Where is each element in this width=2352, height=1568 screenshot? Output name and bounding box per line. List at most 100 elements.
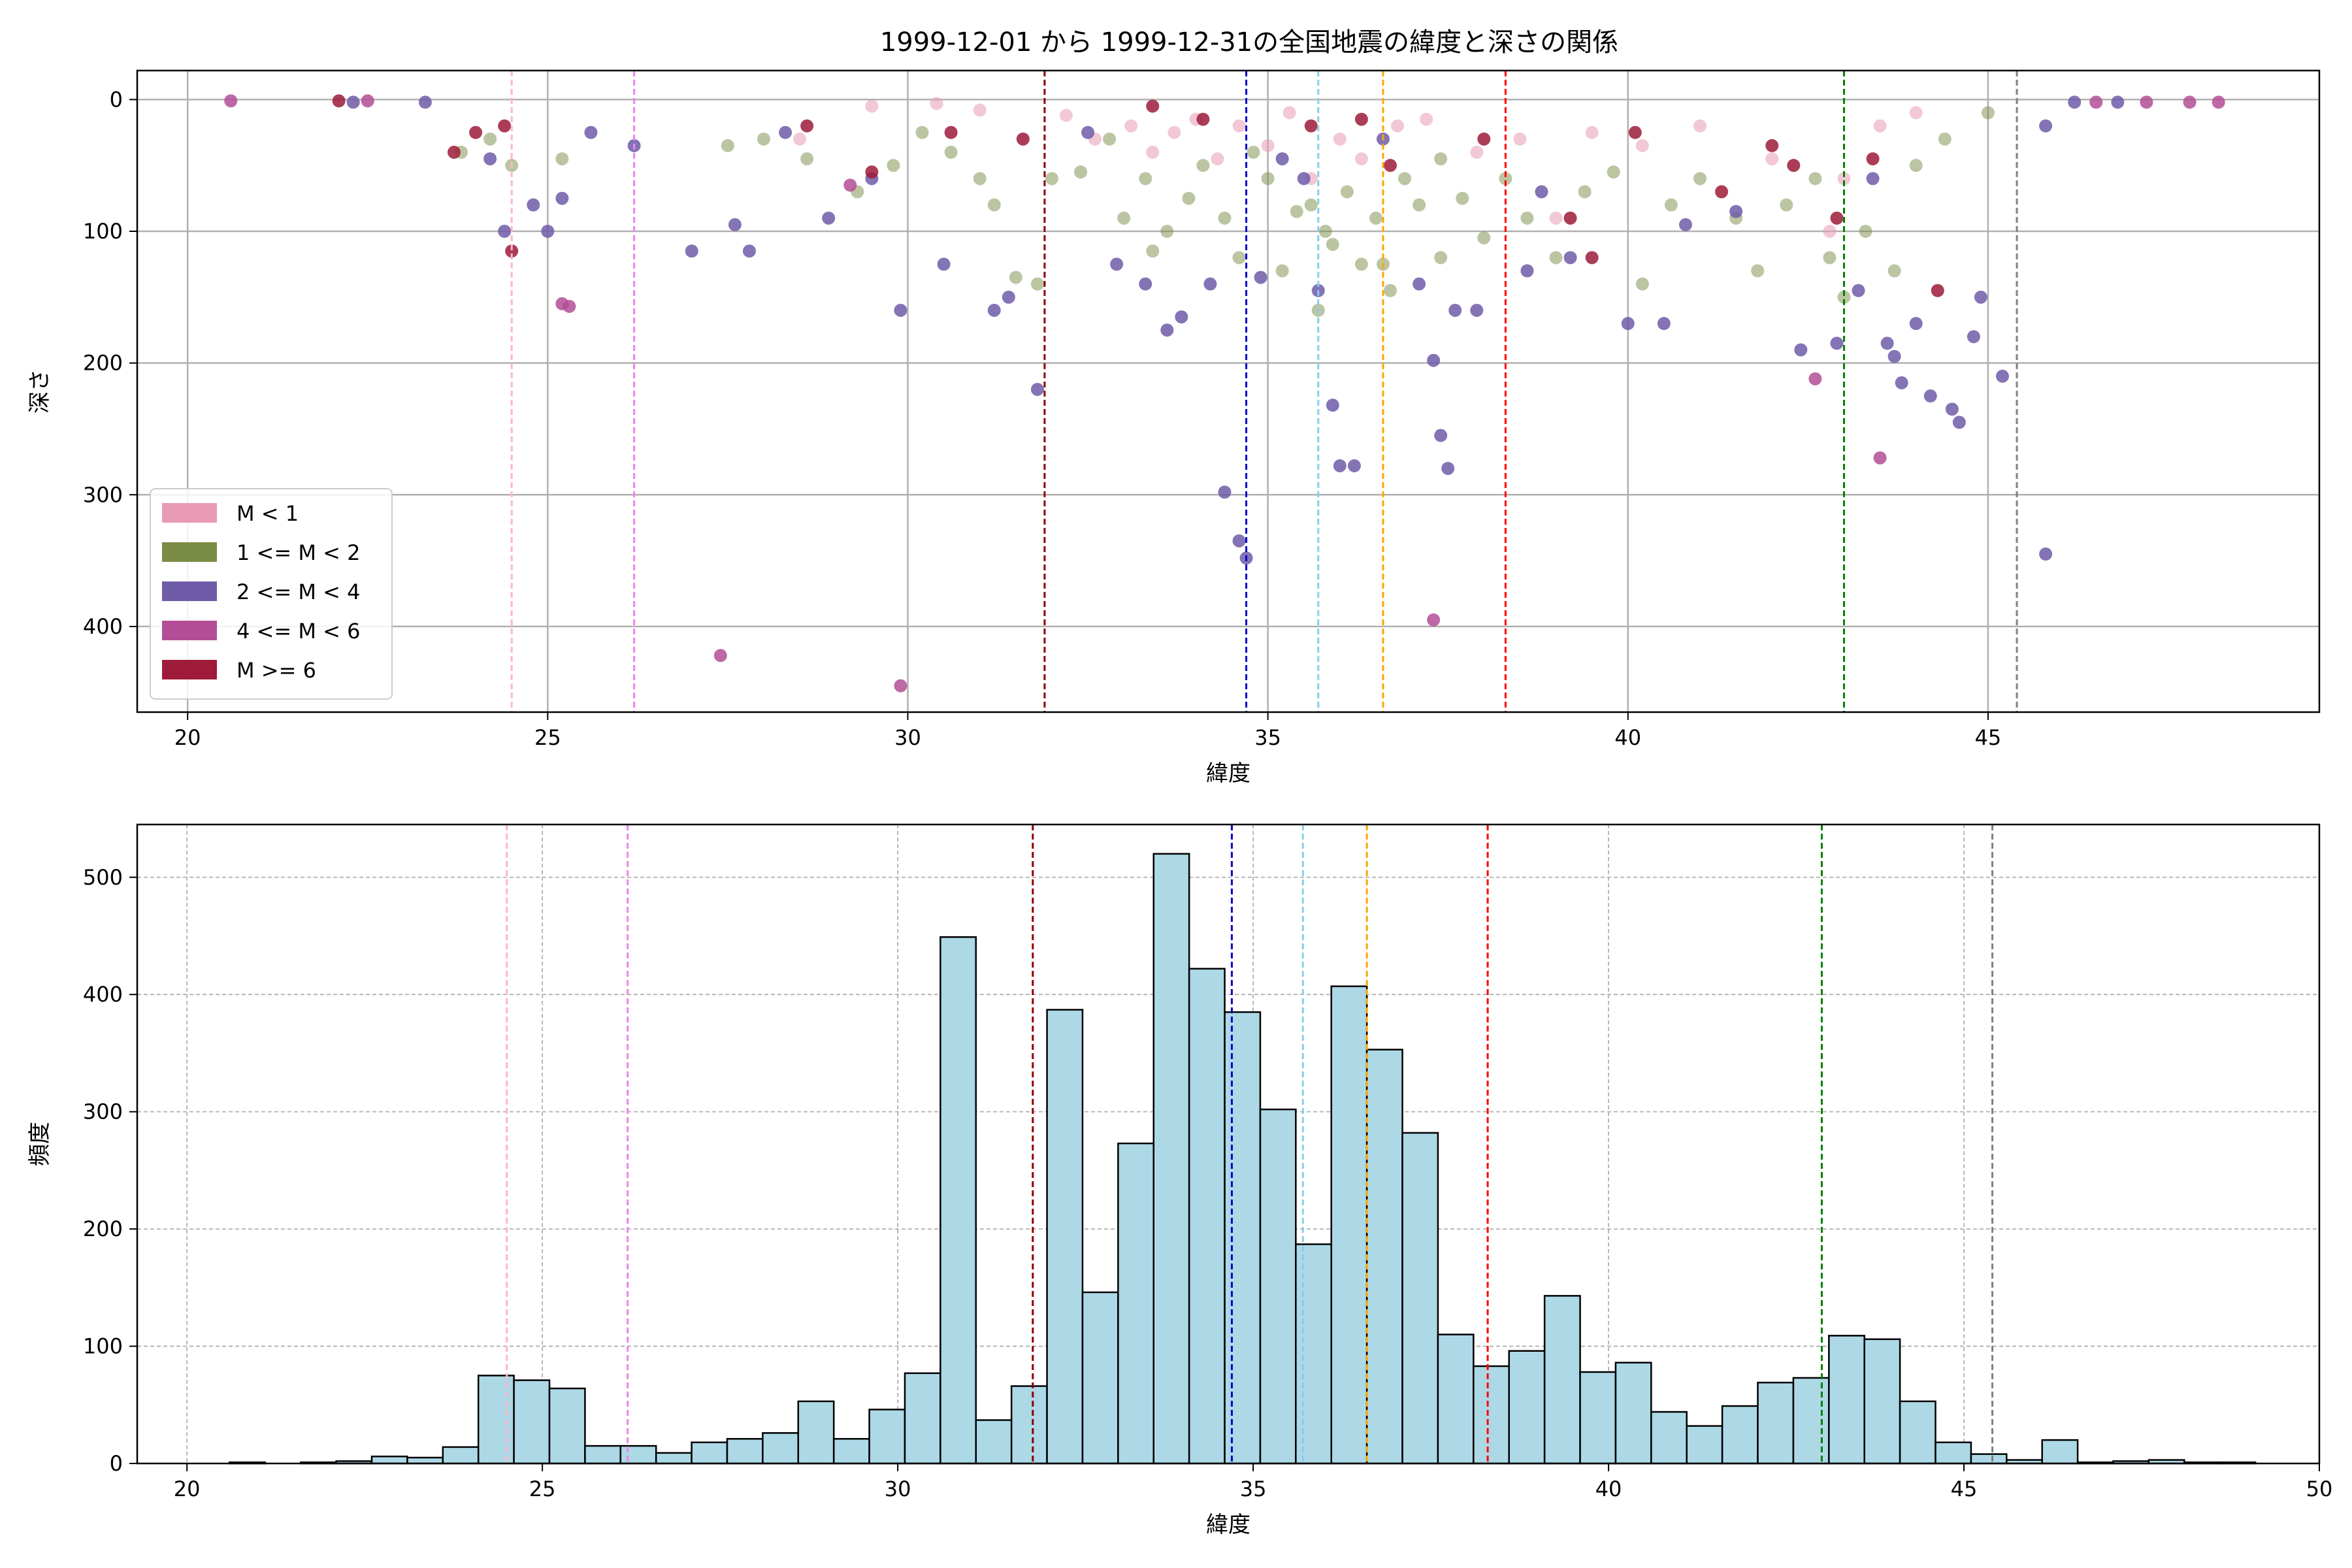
scatter-point bbox=[1657, 317, 1671, 331]
scatter-x-tick-label: 25 bbox=[534, 725, 561, 750]
scatter-point bbox=[887, 159, 900, 172]
scatter-point bbox=[1628, 125, 1642, 139]
scatter-point bbox=[1823, 225, 1837, 238]
histogram-x-tick-label: 30 bbox=[885, 1477, 911, 1501]
scatter-point bbox=[1887, 264, 1901, 278]
scatter-point bbox=[930, 97, 943, 110]
scatter-point bbox=[822, 211, 836, 225]
scatter-point bbox=[1326, 399, 1339, 412]
scatter-point bbox=[894, 303, 907, 317]
scatter-point bbox=[1923, 389, 1937, 403]
scatter-point bbox=[1621, 317, 1635, 331]
scatter-point bbox=[1117, 211, 1131, 225]
scatter-y-tick-label: 300 bbox=[83, 482, 123, 507]
scatter-point bbox=[1340, 185, 1354, 199]
scatter-point bbox=[987, 303, 1001, 317]
scatter-point bbox=[1369, 211, 1382, 225]
histogram-bar bbox=[1046, 1009, 1084, 1465]
histogram-bar bbox=[904, 1372, 941, 1465]
scatter-point bbox=[1304, 198, 1318, 212]
scatter-point bbox=[1563, 251, 1577, 265]
scatter-point bbox=[800, 119, 814, 133]
scatter-point bbox=[332, 94, 346, 108]
scatter-point bbox=[1693, 172, 1707, 186]
scatter-point bbox=[1196, 159, 1210, 172]
scatter-point bbox=[1441, 461, 1455, 475]
scatter-point bbox=[1427, 353, 1441, 367]
scatter-point bbox=[937, 257, 951, 271]
scatter-y-tick-label: 0 bbox=[110, 87, 123, 112]
scatter-point bbox=[448, 146, 461, 159]
histogram-bar bbox=[797, 1400, 835, 1465]
scatter-point bbox=[1549, 211, 1563, 225]
scatter-point bbox=[973, 172, 987, 186]
scatter-point bbox=[1765, 152, 1779, 166]
scatter-point bbox=[1354, 257, 1368, 271]
scatter-point bbox=[1787, 159, 1801, 172]
scatter-point bbox=[1175, 310, 1188, 324]
legend-swatch bbox=[162, 621, 217, 640]
histogram-x-tick-label: 40 bbox=[1595, 1477, 1622, 1501]
scatter-point bbox=[1297, 172, 1311, 186]
histogram-bar bbox=[1473, 1365, 1510, 1465]
legend-swatch bbox=[162, 542, 217, 562]
scatter-point bbox=[1146, 244, 1160, 258]
scatter-y-tick-label: 100 bbox=[83, 219, 123, 244]
scatter-point bbox=[1974, 290, 1987, 304]
histogram-bar bbox=[1081, 1291, 1119, 1465]
scatter-legend: M < 1 1 <= M < 2 2 <= M < 4 4 <= M < 6 M >= … bbox=[150, 488, 393, 700]
scatter-point bbox=[944, 146, 958, 159]
scatter-point bbox=[1009, 270, 1022, 284]
scatter-point bbox=[800, 152, 814, 166]
histogram-bar bbox=[726, 1438, 764, 1465]
scatter-point bbox=[1830, 336, 1844, 350]
scatter-point bbox=[1139, 277, 1152, 291]
scatter-point bbox=[757, 132, 771, 146]
legend-swatch bbox=[162, 660, 217, 679]
scatter-point bbox=[1837, 172, 1851, 186]
scatter-point bbox=[2111, 95, 2125, 109]
scatter-point bbox=[1859, 225, 1872, 238]
legend-swatch bbox=[162, 581, 217, 601]
histogram-bar bbox=[1970, 1453, 2008, 1465]
scatter-point bbox=[1427, 613, 1441, 627]
scatter-point bbox=[1318, 225, 1332, 238]
scatter-point bbox=[1866, 152, 1880, 166]
scatter-point bbox=[1499, 172, 1512, 186]
scatter-point bbox=[1880, 336, 1894, 350]
histogram-x-tick-label: 35 bbox=[1240, 1477, 1267, 1501]
scatter-point bbox=[1218, 211, 1232, 225]
scatter-points bbox=[224, 94, 2225, 693]
histogram-bar bbox=[1863, 1338, 1901, 1465]
histogram-bar bbox=[1757, 1381, 1795, 1465]
histogram-y-tick-label: 400 bbox=[83, 982, 123, 1007]
scatter-point bbox=[779, 125, 792, 139]
histogram-bar bbox=[1543, 1295, 1581, 1465]
scatter-point bbox=[1103, 132, 1117, 146]
scatter-point bbox=[1434, 251, 1448, 265]
scatter-point bbox=[1909, 159, 1923, 172]
scatter-point bbox=[1780, 198, 1793, 212]
chart-title: 1999-12-01 から 1999-12-31の全国地震の緯度と深さの関係 bbox=[880, 27, 1618, 57]
scatter-point bbox=[1477, 132, 1491, 146]
legend-swatch bbox=[162, 503, 217, 523]
scatter-point bbox=[224, 94, 238, 108]
histogram-bar bbox=[1295, 1243, 1333, 1465]
scatter-point bbox=[1182, 191, 1196, 205]
histogram-bar bbox=[868, 1409, 906, 1465]
scatter-point bbox=[469, 125, 483, 139]
scatter-point bbox=[987, 198, 1001, 212]
histogram-x-tick-label: 45 bbox=[1951, 1477, 1978, 1501]
scatter-point bbox=[1030, 382, 1044, 396]
scatter-point bbox=[973, 103, 987, 117]
scatter-point bbox=[555, 191, 569, 205]
histogram-y-tick-label: 300 bbox=[83, 1100, 123, 1124]
histogram-y-ticks: 0 100 200 300 400 500 bbox=[83, 865, 137, 1476]
scatter-point bbox=[2068, 95, 2082, 109]
scatter-point bbox=[2039, 547, 2053, 561]
scatter-point bbox=[505, 244, 519, 258]
histogram-x-tick-label: 25 bbox=[529, 1477, 556, 1501]
histogram-frame bbox=[136, 823, 2321, 1465]
scatter-point bbox=[1045, 172, 1058, 186]
